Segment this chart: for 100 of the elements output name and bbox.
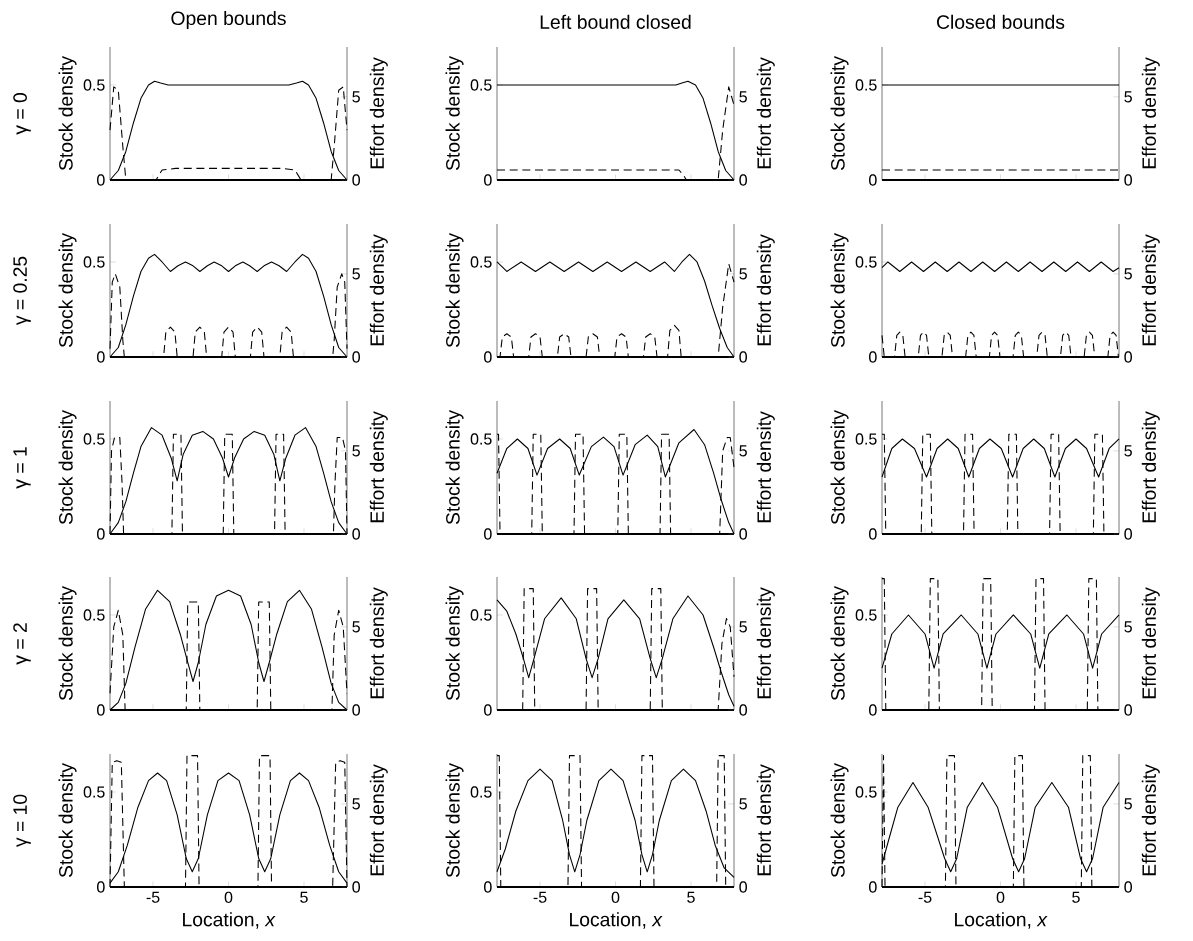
y-tick-label: 0 bbox=[484, 528, 492, 540]
y-axis-title: Stock density bbox=[58, 763, 77, 878]
chart-title: Closed bounds bbox=[937, 14, 1065, 29]
y2-tick-label: 0 bbox=[352, 174, 360, 186]
y2-axis-title: Effort density bbox=[1141, 57, 1160, 169]
y2-tick-label: 5 bbox=[352, 621, 360, 633]
x-tick-label: -5 bbox=[146, 891, 160, 903]
y2-tick-label: 0 bbox=[352, 704, 360, 716]
y-tick-label: 0.5 bbox=[470, 609, 492, 621]
y-axis-title: Stock density bbox=[58, 410, 77, 525]
y2-tick-label: 0 bbox=[1124, 528, 1133, 540]
x-tick-label: 5 bbox=[1072, 891, 1080, 903]
y-tick-label: 0.5 bbox=[83, 609, 105, 621]
y2-tick-label: 5 bbox=[1124, 445, 1132, 457]
y-tick-label: 0.5 bbox=[855, 433, 877, 445]
y2-tick-label: 5 bbox=[739, 268, 747, 280]
y-tick-label: 0.5 bbox=[83, 256, 105, 268]
y2-tick-label: 0 bbox=[352, 881, 360, 893]
y-tick-label: 0.5 bbox=[83, 79, 105, 91]
y-tick-label: 0.5 bbox=[83, 786, 105, 798]
y-tick-label: 0 bbox=[97, 528, 105, 540]
x-tick-label: -5 bbox=[918, 891, 932, 903]
y2-tick-label: 5 bbox=[1124, 621, 1132, 633]
y-tick-label: 0 bbox=[97, 351, 105, 363]
y2-tick-label: 5 bbox=[1124, 268, 1132, 280]
x-tick-label: -5 bbox=[533, 891, 547, 903]
y2-axis-title: Effort density bbox=[369, 234, 388, 346]
y2-axis-title: Effort density bbox=[756, 411, 775, 523]
y2-tick-label: 5 bbox=[739, 91, 747, 103]
y-tick-label: 0 bbox=[97, 174, 105, 186]
y2-tick-label: 5 bbox=[352, 91, 360, 103]
y-tick-label: 0.5 bbox=[470, 433, 492, 445]
y2-tick-label: 5 bbox=[739, 445, 747, 457]
y-axis-title: Stock density bbox=[830, 410, 849, 525]
y-tick-label: 0.5 bbox=[470, 786, 492, 798]
y2-tick-label: 0 bbox=[1124, 881, 1133, 893]
y2-axis-title: Effort density bbox=[369, 764, 388, 876]
y-tick-label: 0.5 bbox=[83, 433, 105, 445]
y-tick-label: 0 bbox=[484, 351, 492, 363]
y2-tick-label: 5 bbox=[352, 445, 360, 457]
y2-axis-title: Effort density bbox=[369, 411, 388, 523]
y-axis-title: Stock density bbox=[445, 763, 464, 878]
chart-title: Open bounds bbox=[171, 10, 286, 29]
y2-tick-label: 0 bbox=[1124, 174, 1133, 186]
y2-tick-label: 0 bbox=[739, 704, 748, 716]
y2-axis-title: Effort density bbox=[1141, 234, 1160, 346]
y2-axis-title: Effort density bbox=[1141, 411, 1160, 523]
y-tick-label: 0 bbox=[484, 704, 492, 716]
y-axis-title: Stock density bbox=[445, 586, 464, 701]
y2-axis-title: Effort density bbox=[1141, 587, 1160, 699]
y2-tick-label: 5 bbox=[739, 621, 747, 633]
x-axis-title: Location, x bbox=[955, 912, 1048, 929]
y-axis-title: Stock density bbox=[58, 233, 77, 348]
y-axis-title: Stock density bbox=[445, 56, 464, 171]
text: γ = 0 bbox=[13, 93, 31, 135]
text: γ = 10 bbox=[13, 794, 31, 848]
y2-tick-label: 0 bbox=[739, 351, 748, 363]
y2-axis-title: Effort density bbox=[369, 587, 388, 699]
x-axis-title: Location, x bbox=[570, 912, 663, 929]
y-tick-label: 0.5 bbox=[855, 256, 877, 268]
x-tick-label: 0 bbox=[224, 891, 233, 904]
y2-tick-label: 0 bbox=[1124, 351, 1133, 363]
y2-axis-title: Effort density bbox=[369, 57, 388, 169]
y-tick-label: 0 bbox=[97, 881, 105, 893]
y2-tick-label: 5 bbox=[352, 798, 360, 810]
chart-title: Left bound closed bbox=[540, 14, 691, 29]
y-tick-label: 0.5 bbox=[855, 79, 877, 91]
y-axis-title: Stock density bbox=[830, 233, 849, 348]
text: γ = 1 bbox=[13, 447, 31, 489]
y2-tick-label: 0 bbox=[352, 351, 360, 363]
y-tick-label: 0.5 bbox=[855, 609, 877, 621]
y-tick-label: 0 bbox=[484, 881, 492, 893]
y2-tick-label: 0 bbox=[739, 528, 748, 540]
y-tick-label: 0.5 bbox=[470, 256, 492, 268]
y-tick-label: 0 bbox=[97, 704, 105, 716]
y-axis-title: Stock density bbox=[445, 233, 464, 348]
x-tick-label: 5 bbox=[300, 891, 308, 903]
y2-tick-label: 5 bbox=[1124, 91, 1132, 103]
x-axis-title: Location, x bbox=[183, 912, 276, 929]
y2-axis-title: Effort density bbox=[756, 234, 775, 346]
y2-tick-label: 5 bbox=[352, 268, 360, 280]
y2-tick-label: 0 bbox=[1124, 704, 1133, 716]
y-tick-label: 0 bbox=[869, 174, 877, 186]
y-axis-title: Stock density bbox=[830, 56, 849, 171]
y-tick-label: 0 bbox=[869, 704, 877, 716]
x-tick-label: 5 bbox=[687, 891, 695, 903]
y-tick-label: 0 bbox=[869, 351, 877, 363]
y2-tick-label: 0 bbox=[739, 174, 748, 186]
y-axis-title: Stock density bbox=[58, 56, 77, 171]
y-tick-label: 0.5 bbox=[470, 79, 492, 91]
y-axis-title: Stock density bbox=[445, 410, 464, 525]
y2-tick-label: 5 bbox=[739, 798, 747, 810]
y-tick-label: 0 bbox=[869, 528, 877, 540]
y2-axis-title: Effort density bbox=[1141, 764, 1160, 876]
y-tick-label: 0 bbox=[484, 174, 492, 186]
y-axis-title: Stock density bbox=[830, 763, 849, 878]
y2-tick-label: 0 bbox=[352, 528, 360, 540]
y2-axis-title: Effort density bbox=[756, 57, 775, 169]
y-tick-label: 0.5 bbox=[855, 786, 877, 798]
y-tick-label: 0 bbox=[869, 881, 877, 893]
